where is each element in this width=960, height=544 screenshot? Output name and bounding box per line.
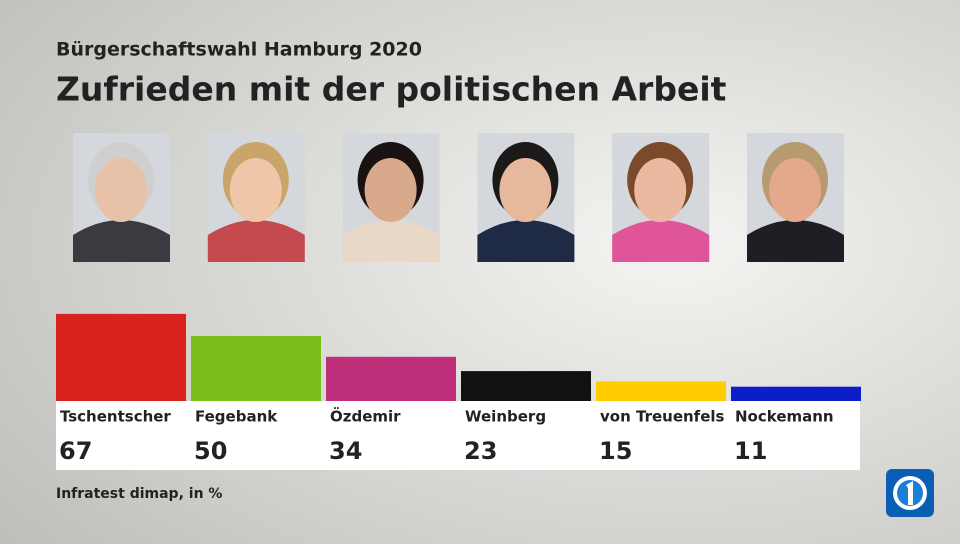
category-label: Weinberg bbox=[465, 408, 546, 426]
portrait-face bbox=[95, 158, 147, 222]
portrait bbox=[477, 133, 575, 262]
logo-mark bbox=[906, 481, 913, 505]
bars: Tschentscher 67 Fegebank 50 Özdemir 34 Weinber… bbox=[56, 313, 861, 465]
portrait-body bbox=[477, 220, 575, 262]
value-label: 23 bbox=[464, 437, 497, 465]
category-label: von Treuenfels bbox=[600, 408, 725, 426]
portrait-body bbox=[612, 220, 710, 262]
photos bbox=[73, 133, 844, 262]
category-label: Fegebank bbox=[195, 408, 278, 426]
bar bbox=[191, 336, 321, 401]
bar bbox=[326, 356, 456, 401]
bar bbox=[596, 381, 726, 401]
portrait-face bbox=[364, 158, 417, 222]
category-label: Nockemann bbox=[735, 408, 834, 426]
portrait bbox=[747, 133, 844, 262]
portrait-body bbox=[73, 220, 170, 262]
portrait bbox=[612, 133, 710, 262]
portrait-face bbox=[769, 158, 821, 222]
portrait-face bbox=[499, 158, 552, 222]
value-label: 67 bbox=[59, 437, 92, 465]
subtitle: Bürgerschaftswahl Hamburg 2020 bbox=[56, 39, 422, 61]
portrait-body bbox=[747, 220, 844, 262]
logo bbox=[886, 469, 934, 517]
category-label: Özdemir bbox=[330, 407, 401, 426]
source: Infratest dimap, in % bbox=[56, 486, 222, 502]
title: Zufrieden mit der politischen Arbeit bbox=[56, 70, 727, 109]
portrait-face bbox=[634, 158, 687, 222]
label-panel bbox=[56, 401, 860, 470]
portrait-body bbox=[207, 220, 305, 262]
value-label: 15 bbox=[599, 437, 632, 465]
category-label: Tschentscher bbox=[60, 408, 171, 426]
portrait-face bbox=[229, 158, 282, 222]
portrait bbox=[342, 133, 440, 262]
portrait-body bbox=[342, 220, 440, 262]
portrait bbox=[207, 133, 305, 262]
value-label: 11 bbox=[734, 437, 767, 465]
value-label: 50 bbox=[194, 437, 227, 465]
value-label: 34 bbox=[329, 437, 362, 465]
bar bbox=[56, 313, 186, 401]
bar bbox=[731, 386, 861, 401]
bar bbox=[461, 371, 591, 401]
portrait bbox=[73, 133, 170, 262]
